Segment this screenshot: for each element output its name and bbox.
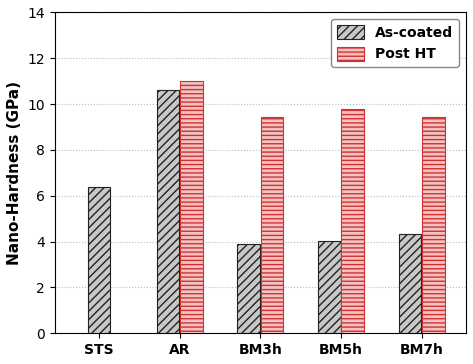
Bar: [422, 117, 445, 333]
Bar: [157, 90, 179, 333]
Bar: [180, 81, 203, 333]
Bar: [399, 234, 421, 333]
Bar: [342, 109, 364, 333]
Bar: [261, 117, 283, 333]
Bar: [237, 244, 260, 333]
Y-axis label: Nano-Hardness (GPa): Nano-Hardness (GPa): [7, 81, 22, 265]
Bar: [318, 241, 341, 333]
Legend: As-coated, Post HT: As-coated, Post HT: [331, 19, 459, 67]
Bar: [88, 187, 111, 333]
